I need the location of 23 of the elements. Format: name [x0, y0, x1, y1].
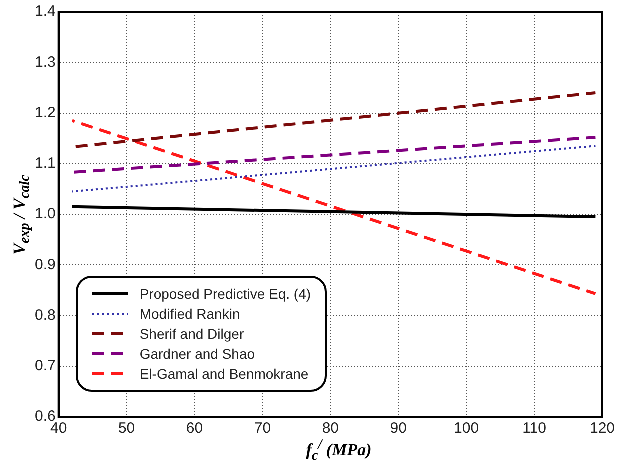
x-tick-label: 40	[50, 420, 68, 438]
y-tick-label: 0.7	[34, 358, 56, 375]
y-tick-label: 0.9	[34, 256, 56, 274]
y-tick-label: 1.3	[34, 54, 56, 71]
x-tick-label: 90	[390, 420, 407, 438]
x-tick-label: 80	[322, 420, 340, 438]
y-tick-label: 1.1	[34, 155, 56, 172]
legend-label: Proposed Predictive Eq. (4)	[140, 286, 312, 302]
y-tick-label: 1.4	[34, 3, 56, 20]
x-tick-label: 100	[454, 420, 480, 438]
x-tick-label: 70	[254, 420, 272, 438]
y-tick-label: 0.8	[34, 306, 56, 324]
x-axis-title: f$_{c}$$^{/}$ (MPa)	[305, 436, 373, 465]
y-tick-label: 1.2	[34, 104, 56, 122]
y-tick-label: 1.0	[34, 206, 56, 223]
x-tick-label: 110	[522, 420, 546, 438]
x-tick-label: 50	[118, 420, 136, 438]
legend-label: El-Gamal and Benmokrane	[140, 366, 309, 382]
legend-label: Gardner and Shao	[140, 346, 256, 362]
x-tick-label: 60	[186, 420, 204, 438]
legend-label: Sherif and Dilger	[140, 326, 244, 342]
legend-label: Modified Rankin	[140, 306, 240, 322]
x-tick-label: 120	[590, 420, 615, 438]
